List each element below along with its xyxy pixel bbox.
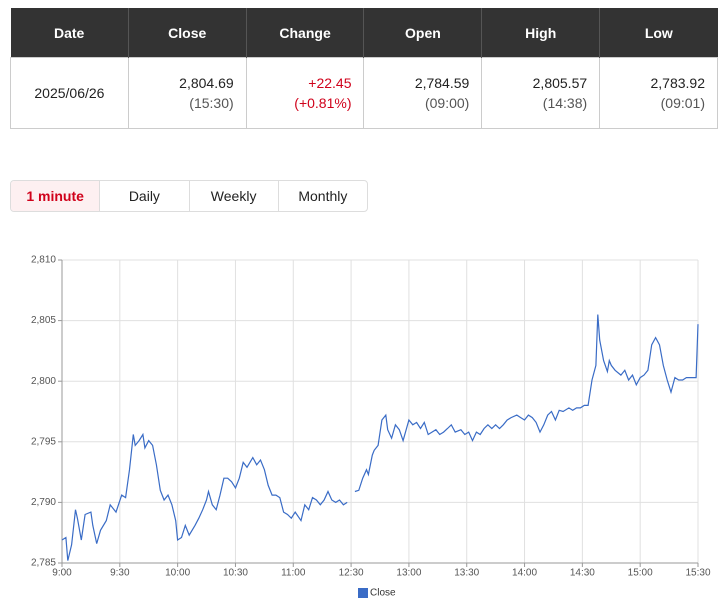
value-cell: 2,804.69 (15:30) [127,57,247,129]
tab[interactable]: 1 minute [11,181,100,211]
main-value: 2,805.57 [532,75,588,91]
value-cell: 2,784.59 (09:00) [363,57,483,129]
legend-swatch [358,588,368,598]
column-header: High [481,8,600,58]
x-tick-label: 15:00 [628,568,653,579]
y-tick-label: 2,790 [31,497,56,508]
date-cell: 2025/06/26 [10,57,129,129]
sub-value: (09:01) [660,95,705,111]
main-value: 2,784.59 [414,75,470,91]
value-cell: 2,783.92 (09:01) [599,57,718,129]
tab[interactable]: Weekly [188,181,278,211]
price-line [61,314,699,561]
y-tick-label: 2,805 [31,315,56,326]
main-value: +22.45 [308,75,352,91]
x-tick-label: 12:30 [339,568,364,579]
column-header: Low [599,8,718,58]
x-tick-label: 14:00 [512,568,537,579]
y-tick-label: 2,785 [31,558,56,569]
quote-table: Date Close Change Open High Low 2025/06/26 2,… [10,8,718,129]
x-tick-label: 15:30 [685,568,710,579]
sub-value: (14:38) [542,95,588,111]
y-tick-label: 2,800 [31,376,56,387]
data-row: 2025/06/26 2,804.69 (15:30) +22.45 (+0.81%)… [10,57,718,129]
column-header: Close [127,8,247,58]
main-value: 2,804.69 [179,75,234,91]
x-tick-label: 11:00 [281,568,306,579]
value-cell: +22.45 (+0.81%) [245,57,365,129]
y-tick-label: 2,795 [31,436,56,447]
sub-value: (15:30) [189,95,234,111]
column-header: Change [245,8,364,58]
sub-value: (09:00) [424,95,470,111]
x-tick-label: 9:30 [110,568,130,579]
y-tick-label: 2,810 [31,255,56,266]
x-tick-label: 13:30 [454,568,479,579]
value-cell: 2,805.57 (14:38) [481,57,601,129]
x-tick-label: 9:00 [52,568,72,579]
x-tick-label: 10:30 [223,568,248,579]
period-tabs: 1 minute Daily Weekly Monthly [10,180,368,212]
legend-label: Close [370,588,396,599]
header-row: Date Close Change Open High Low [10,8,718,58]
x-tick-label: 13:00 [396,568,421,579]
x-tick-label: 14:30 [570,568,595,579]
sub-value: (+0.81%) [294,95,352,111]
tab[interactable]: Daily [99,181,188,211]
tab[interactable]: Monthly [277,181,367,211]
main-value: 2,783.92 [650,75,706,91]
column-header: Open [363,8,482,58]
column-header: Date [10,8,129,58]
x-tick-label: 10:00 [165,568,190,579]
